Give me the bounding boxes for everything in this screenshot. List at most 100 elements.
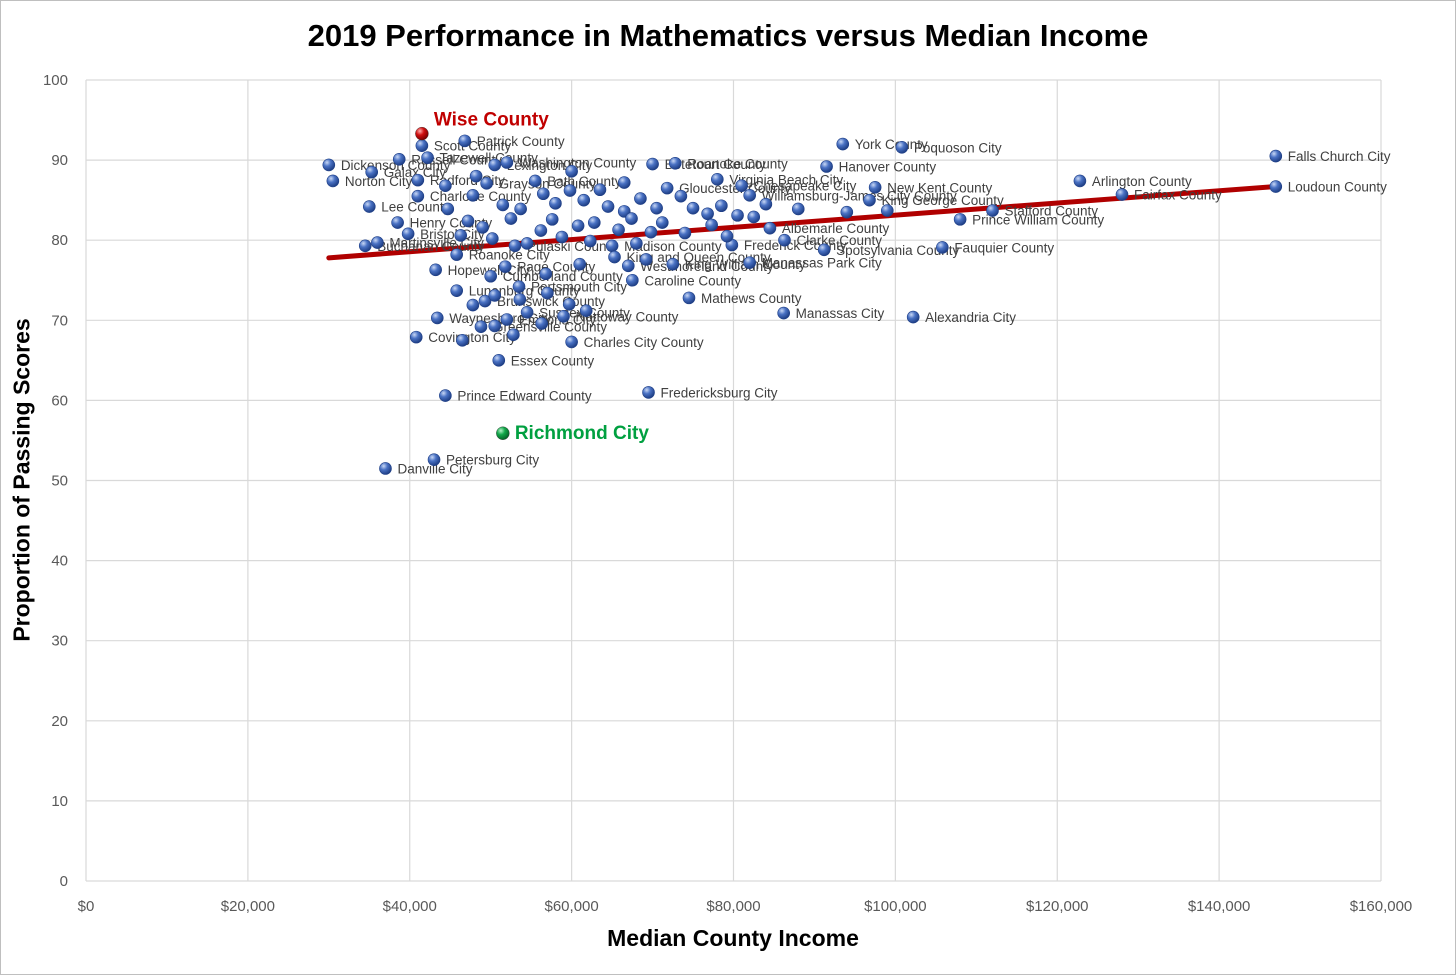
point-label: Prince William County — [972, 212, 1104, 227]
highlighted-point — [496, 426, 510, 440]
point-label: Arlington County — [1092, 174, 1192, 189]
data-point — [778, 233, 791, 247]
data-point — [322, 158, 336, 172]
data-point — [480, 177, 493, 190]
data-point — [411, 189, 425, 203]
point-label: Essex County — [511, 353, 595, 368]
data-point — [514, 202, 527, 216]
data-point — [474, 320, 488, 334]
data-point — [488, 319, 502, 333]
data-point — [705, 218, 718, 232]
data-point — [777, 306, 790, 320]
data-point — [617, 176, 631, 189]
point-label: Botetourt County — [665, 157, 767, 172]
point-label: Poquoson City — [914, 140, 1002, 155]
data-point — [488, 158, 502, 172]
point-label: Petersburg City — [446, 453, 539, 468]
data-point — [743, 189, 756, 202]
data-point — [565, 335, 578, 349]
data-point — [639, 253, 653, 266]
point-label: King and Queen County — [627, 250, 771, 265]
data-point — [646, 157, 659, 171]
data-point — [528, 174, 542, 188]
y-tick-label: 70 — [51, 312, 68, 329]
chart-title: 2019 Performance in Mathematics versus M… — [307, 18, 1149, 53]
axis-ticks: 0 10 20 30 40 50 60 70 80 90 100 $0 $20,000 $40,000 $6… — [43, 72, 1412, 915]
point-label: Williamsburg-James City County — [762, 188, 957, 203]
data-point — [868, 181, 882, 194]
data-point — [411, 173, 425, 187]
x-tick-label: $120,000 — [1026, 898, 1089, 915]
point-label: Galax City — [384, 165, 447, 180]
data-point — [625, 212, 638, 225]
data-point — [605, 239, 619, 253]
point-label: Nottoway County — [576, 309, 679, 324]
data-point — [535, 317, 548, 330]
data-point — [820, 160, 833, 173]
y-tick-label: 0 — [60, 873, 68, 890]
point-label: Pulaski County — [527, 239, 617, 254]
data-point — [557, 309, 570, 323]
data-point — [953, 213, 967, 226]
data-point — [555, 230, 569, 244]
data-point — [362, 200, 376, 213]
data-point — [461, 214, 475, 228]
x-tick-label: $20,000 — [221, 898, 275, 915]
data-point — [456, 334, 469, 347]
data-point — [450, 284, 463, 297]
data-point — [439, 179, 452, 193]
data-point — [534, 224, 548, 237]
data-point — [391, 216, 404, 229]
y-tick-label: 100 — [43, 72, 68, 89]
data-point — [731, 209, 744, 222]
point-label: Alexandria City — [925, 310, 1016, 325]
data-point — [430, 311, 444, 325]
data-point — [427, 453, 441, 466]
point-label: Patrick County — [477, 134, 565, 149]
data-point — [484, 269, 497, 283]
data-point — [504, 212, 518, 225]
point-label: Gloucester County — [679, 181, 791, 196]
data-point — [562, 297, 576, 311]
point-label: Portsmouth City — [531, 280, 627, 295]
data-point — [583, 234, 597, 248]
point-label: Loudoun County — [1288, 180, 1387, 195]
data-point — [358, 239, 372, 253]
data-point — [759, 197, 773, 211]
data-point — [492, 354, 506, 367]
data-point — [371, 236, 384, 249]
data-point — [608, 250, 621, 264]
data-point — [478, 294, 492, 308]
point-label: Virginia Beach City — [729, 172, 843, 187]
highlighted-point-label: Wise County — [434, 110, 549, 131]
data-point — [895, 140, 909, 154]
data-point — [630, 237, 643, 250]
data-point — [791, 202, 805, 216]
data-point — [507, 328, 520, 342]
data-point — [401, 227, 415, 241]
data-point — [573, 257, 587, 271]
data-point — [644, 225, 658, 239]
x-tick-label: $40,000 — [383, 898, 437, 915]
point-label: Cumberland County — [503, 269, 623, 284]
point-label: Chesapeake City — [754, 179, 857, 194]
point-label: Hanover County — [839, 160, 937, 175]
x-tick-label: $160,000 — [1350, 898, 1413, 915]
data-point — [441, 202, 455, 216]
data-point — [577, 193, 591, 207]
data-point — [720, 229, 734, 243]
data-point — [458, 134, 472, 148]
y-tick-label: 30 — [51, 633, 68, 650]
data-point — [626, 273, 639, 287]
point-label: Bristol City — [420, 227, 485, 242]
point-label: Covington City — [428, 330, 516, 345]
data-point — [986, 204, 999, 217]
point-label: York County — [855, 137, 928, 152]
point-label: Tazewell County — [440, 151, 539, 166]
data-point — [666, 257, 680, 271]
data-point — [498, 260, 512, 273]
y-tick-label: 10 — [51, 793, 68, 810]
point-label: Prince Edward County — [457, 389, 592, 404]
